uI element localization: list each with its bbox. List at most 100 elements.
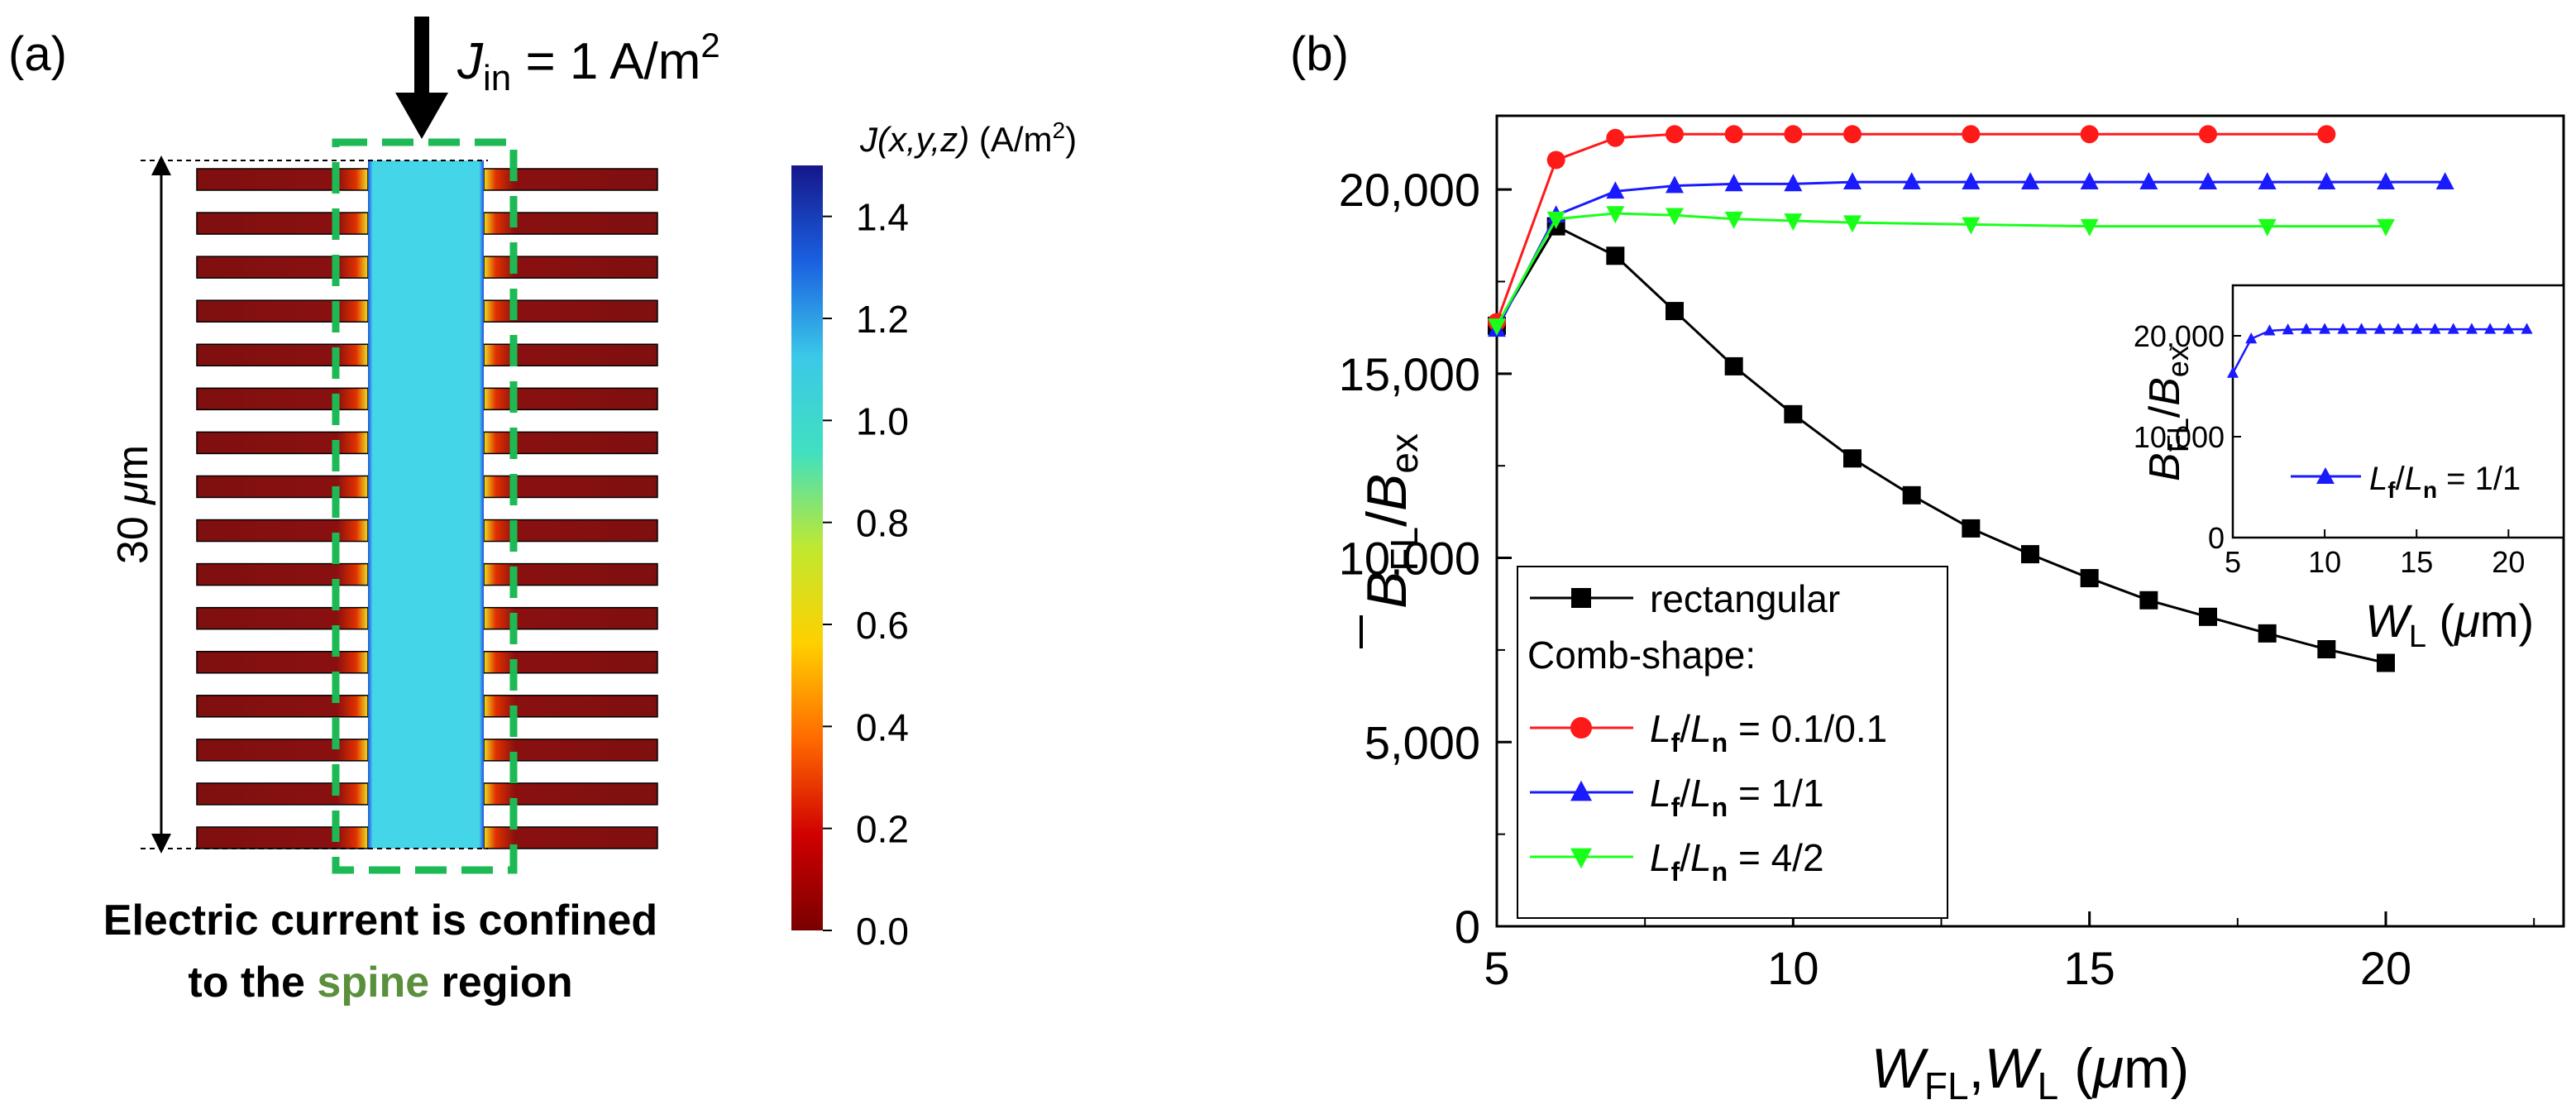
data-point — [1784, 125, 1803, 144]
y-axis-label: BFL/Bex — [1355, 433, 1426, 609]
data-point — [1784, 174, 1803, 192]
colorbar-tick-label: 0.8 — [856, 502, 909, 545]
legend-entry-rectangular: rectangular — [1530, 577, 1840, 620]
inset-data-point — [2355, 323, 2368, 334]
inset-data-point — [2282, 323, 2294, 335]
data-point — [1724, 174, 1743, 192]
series-3 — [1488, 206, 2395, 337]
data-point — [1546, 151, 1565, 170]
inset: 5 10 15 20 0 10,000 20,000 Lf/Ln = 1/1 BFL/Bex… — [2134, 284, 2565, 654]
data-point — [1724, 211, 1743, 229]
data-point — [1606, 181, 1625, 199]
series-line — [1495, 224, 2387, 664]
inset-data-point — [2245, 332, 2258, 344]
legend-label: Lf/Ln = 4/2 — [1650, 836, 1824, 887]
finger-left — [196, 739, 369, 762]
data-point — [1666, 302, 1684, 321]
data-point — [2435, 172, 2454, 189]
data-point — [2317, 172, 2336, 189]
legend-ratio-entries: Lf/Ln = 0.1/0.1 Lf/Ln = 1/1 Lf/Ln = 4/2 — [1530, 707, 1887, 887]
panel-b-label: (b) — [1290, 27, 1349, 81]
data-point — [2080, 125, 2099, 144]
data-point — [2199, 607, 2217, 626]
colorbar-tick-label: 0.6 — [856, 604, 909, 647]
inset-y-tick-label: 10,000 — [2134, 420, 2225, 454]
input-current-arrow — [395, 17, 448, 139]
inset-x-tick-label: 5 — [2225, 545, 2241, 579]
data-point — [2258, 218, 2277, 237]
series-0 — [1488, 217, 2395, 672]
colorbar-ticks: 0.0 0.2 0.4 0.6 0.8 1.0 1.2 1.4 — [823, 196, 909, 953]
inset-y-axis-label: BFL/Bex — [2141, 346, 2195, 481]
finger-left — [196, 650, 369, 674]
data-point — [2021, 172, 2039, 189]
inset-series-0 — [2227, 323, 2533, 378]
main-series — [1488, 125, 2454, 672]
finger-left — [196, 168, 369, 191]
inset-x-tick-label: 10 — [2308, 545, 2341, 579]
data-point — [2021, 545, 2039, 564]
spine-region-box — [332, 138, 518, 874]
inset-y-tick-label: 0 — [2208, 521, 2225, 555]
finger-left — [196, 475, 369, 499]
finger-left — [196, 606, 369, 630]
panel-b: (b) 5 10 15 20 0 5,000 10,000 15,000 20,000 BFL/… — [1290, 27, 2565, 1107]
inset-x-tick-label: 15 — [2400, 545, 2433, 579]
data-point — [2080, 172, 2099, 189]
colorbar-tick-label: 0.0 — [856, 910, 909, 953]
inset-y-tick-label: 20,000 — [2134, 319, 2225, 353]
data-point — [1784, 213, 1803, 232]
inset-data-point — [2429, 323, 2441, 334]
data-point — [1902, 485, 1921, 505]
inset-data-point — [2263, 324, 2276, 336]
series-line — [1495, 132, 2327, 323]
legend: rectangular Comb-shape: Lf/Ln = 0.1/0.1L… — [1517, 566, 1948, 919]
inset-data-point — [2392, 323, 2404, 334]
colorbar-gradient — [791, 165, 823, 930]
inset-data-point — [2373, 323, 2386, 334]
data-point — [1962, 125, 1981, 144]
inset-data-point — [2502, 323, 2515, 334]
legend-entry-1/1: Lf/Ln = 1/1 — [1530, 772, 1824, 822]
inset-data-point — [2227, 366, 2239, 378]
panel-a-label: (a) — [8, 27, 67, 81]
y-tick-label: 0 — [1455, 901, 1480, 953]
x-axis-label: WFL,WL (μm) — [1871, 1037, 2190, 1107]
inset-data-point — [2465, 323, 2478, 334]
caption-highlight-spine: spine — [317, 959, 429, 1007]
data-point — [2258, 172, 2277, 189]
legend-entry-0.1/0.1: Lf/Ln = 0.1/0.1 — [1530, 707, 1887, 758]
data-point — [2199, 172, 2217, 189]
inset-x-tick-label: 20 — [2492, 545, 2525, 579]
data-point — [1843, 215, 1862, 233]
inset-data-point — [2300, 323, 2312, 334]
data-point — [1962, 519, 1981, 538]
panel-a: (a) Jin = 1 A/m2 30 μm Electric current … — [8, 17, 1077, 1007]
length-label: 30 μm — [109, 445, 157, 564]
inset-series — [2227, 323, 2533, 378]
colorbar-tick-label: 1.0 — [856, 399, 909, 442]
data-point — [1962, 172, 1981, 189]
finger-left — [196, 826, 369, 849]
inset-legend-label: Lf/Ln = 1/1 — [2369, 461, 2521, 503]
data-point — [1606, 246, 1625, 265]
x-tick-label: 5 — [1484, 942, 1509, 994]
finger-left — [196, 387, 369, 411]
x-tick-label: 15 — [2064, 942, 2115, 994]
legend-marker — [1570, 717, 1592, 739]
data-point — [1666, 208, 1684, 226]
data-point — [1488, 318, 1506, 337]
finger-left — [196, 562, 369, 586]
legend-heading: Comb-shape: — [1527, 634, 1756, 677]
data-point — [2199, 125, 2217, 144]
inset-legend: Lf/Ln = 1/1 — [2291, 461, 2521, 503]
colorbar-title: J(x,y,z) (A/m2) — [859, 117, 1077, 159]
data-point — [2080, 218, 2099, 237]
data-point — [2377, 172, 2395, 189]
x-tick-label: 10 — [1767, 942, 1818, 994]
data-point — [2139, 591, 2158, 610]
inset-data-point — [2484, 323, 2497, 334]
inset-data-point — [2521, 323, 2533, 334]
colorbar-tick-label: 0.2 — [856, 808, 909, 851]
